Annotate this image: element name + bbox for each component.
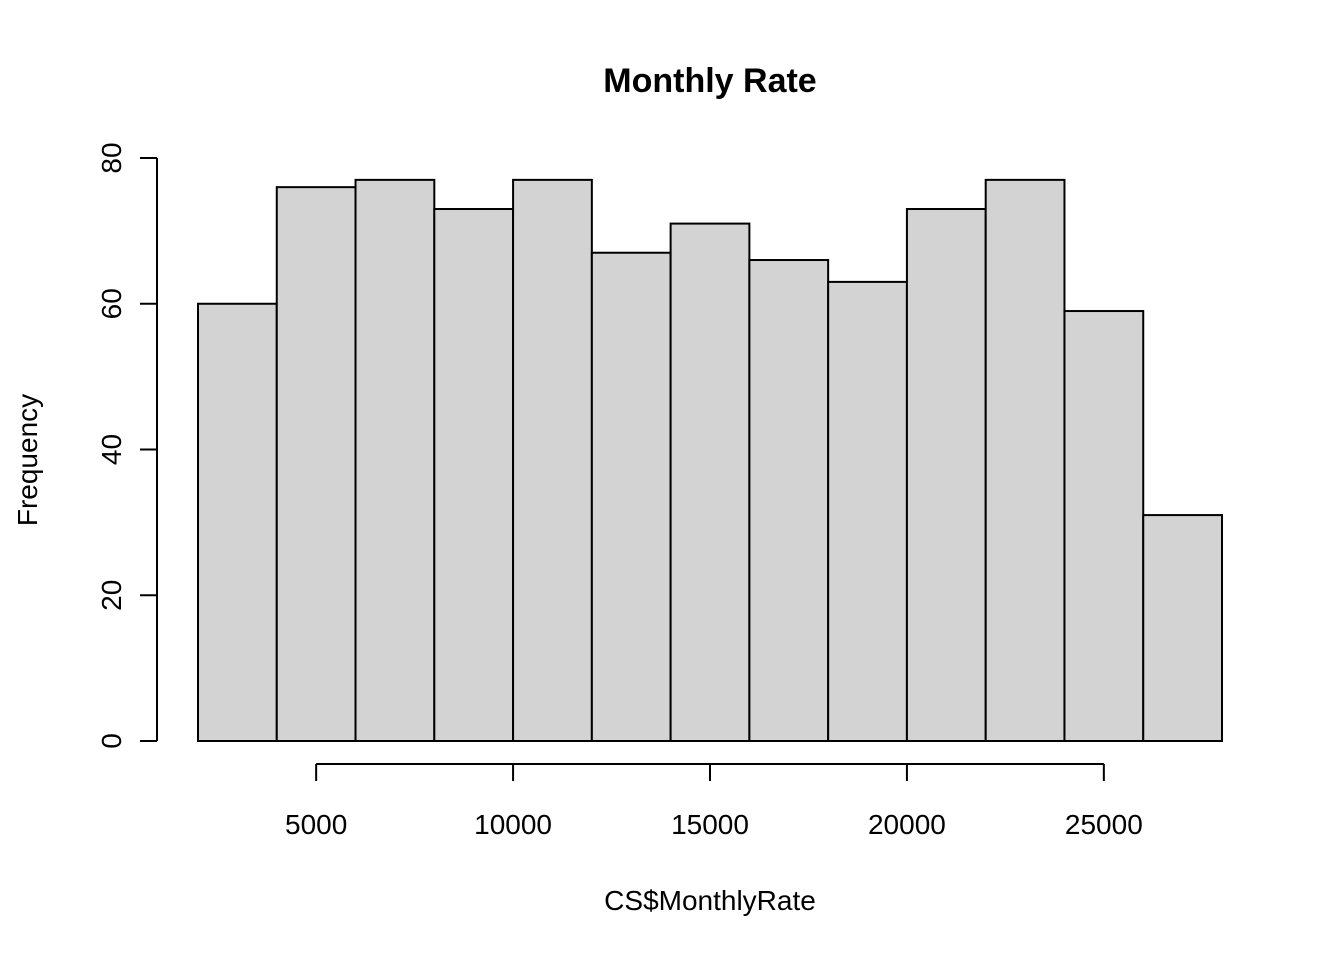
histogram-bar bbox=[984, 178, 1066, 743]
x-tick-label: 15000 bbox=[671, 809, 749, 840]
x-axis-label: CS$MonthlyRate bbox=[604, 885, 816, 916]
histogram-bar bbox=[433, 208, 515, 742]
x-tick-label: 20000 bbox=[868, 809, 946, 840]
bars-group bbox=[197, 178, 1223, 743]
histogram-bar bbox=[197, 302, 278, 742]
y-axis: 0 20 40 60 80 bbox=[96, 142, 158, 749]
y-ticks-group: 0 20 40 60 80 bbox=[96, 142, 157, 749]
histogram-bar bbox=[590, 251, 672, 743]
histogram-bar bbox=[512, 178, 593, 743]
histogram-bar bbox=[1142, 514, 1223, 743]
x-tick-label: 10000 bbox=[474, 809, 552, 840]
x-tick-label: 5000 bbox=[285, 809, 347, 840]
x-ticks-group: 5000 10000 15000 20000 25000 bbox=[285, 764, 1143, 840]
x-axis: 5000 10000 15000 20000 25000 bbox=[285, 763, 1143, 840]
y-axis-label: Frequency bbox=[12, 394, 43, 526]
histogram-bar bbox=[905, 208, 987, 742]
histogram-bar bbox=[1063, 310, 1145, 742]
y-tick-label: 20 bbox=[96, 580, 127, 611]
histogram-bar bbox=[669, 222, 751, 742]
histogram-bar bbox=[275, 186, 357, 742]
y-tick-label: 40 bbox=[96, 434, 127, 465]
x-tick-label: 25000 bbox=[1065, 809, 1143, 840]
y-tick-label: 80 bbox=[96, 142, 127, 173]
y-tick-label: 0 bbox=[96, 733, 127, 749]
histogram-bar bbox=[354, 178, 436, 743]
y-tick-label: 60 bbox=[96, 288, 127, 319]
histogram-bar bbox=[827, 280, 908, 742]
chart-title: Monthly Rate bbox=[603, 62, 816, 100]
histogram-bar bbox=[748, 259, 830, 742]
